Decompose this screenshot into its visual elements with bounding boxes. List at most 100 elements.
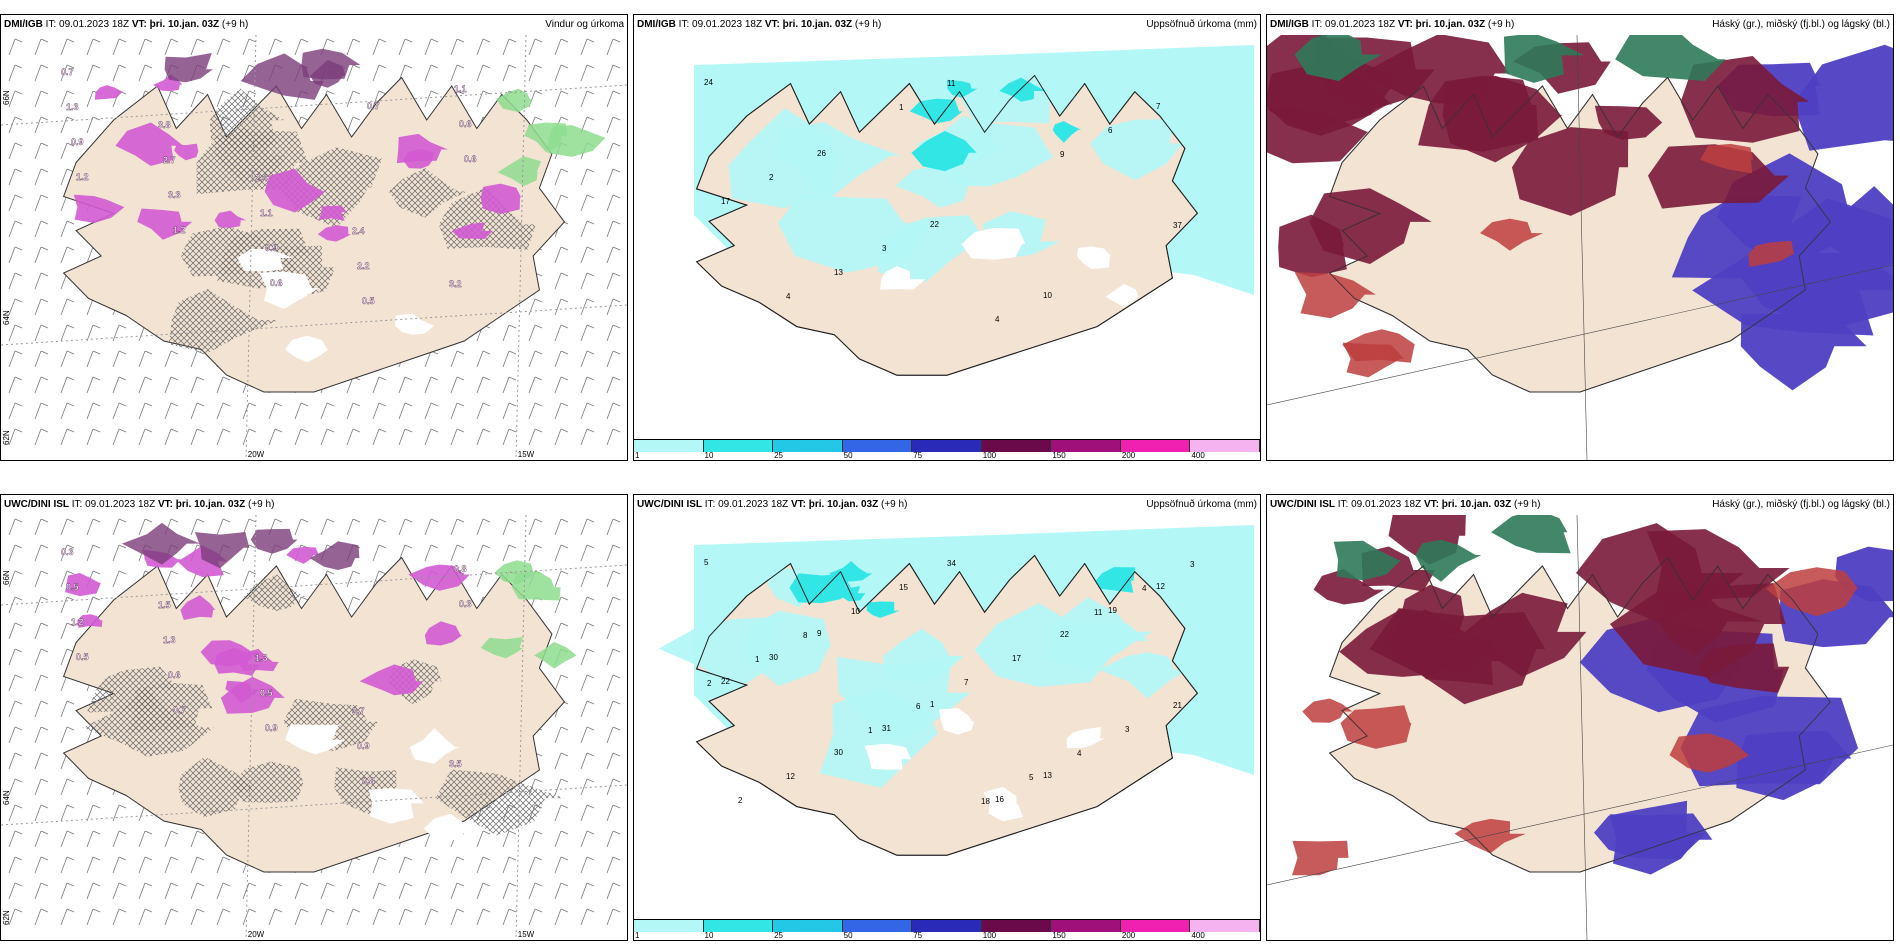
wind-barb xyxy=(34,648,49,666)
wind-barb xyxy=(8,752,23,770)
wind-barb xyxy=(372,908,387,926)
wind-barb xyxy=(268,882,283,900)
wind-barb xyxy=(476,856,491,874)
wind-barb xyxy=(372,402,387,420)
colorbar-segment xyxy=(1190,920,1260,932)
high-cloud-area xyxy=(1648,144,1790,209)
precip-value: 2.4 xyxy=(255,173,268,183)
wind-barb xyxy=(34,90,49,108)
panel-title: Háský (gr.), miðský (fj.bl.) og lágský (… xyxy=(1712,499,1890,510)
high-cloud-green-area xyxy=(1491,509,1571,554)
accum-value: 9 xyxy=(817,629,822,638)
wind-barb xyxy=(164,882,179,900)
wind-barb xyxy=(580,856,595,874)
high-cloud-area xyxy=(1267,63,1392,136)
wind-barb xyxy=(346,64,361,82)
accum-value: 30 xyxy=(769,653,778,662)
wind-barb xyxy=(606,908,621,926)
high-cloud-area xyxy=(1401,584,1465,640)
low-cloud-area xyxy=(1748,240,1795,267)
wind-barb xyxy=(450,882,465,900)
wind-barb xyxy=(606,622,621,640)
snow-hatch xyxy=(86,666,179,713)
low-cloud-area xyxy=(1480,218,1544,251)
wind-barb xyxy=(606,648,621,666)
wind-barb xyxy=(502,38,517,56)
snow-hatch xyxy=(178,756,256,818)
wind-barb xyxy=(34,908,49,926)
lon-label: 20W xyxy=(248,450,265,459)
wind-barb xyxy=(86,116,101,134)
accum-value: 17 xyxy=(721,197,730,206)
wind-barb xyxy=(112,402,127,420)
snow-precip-area xyxy=(65,573,101,597)
wind-barb xyxy=(502,882,517,900)
colorbar-segment xyxy=(634,440,704,452)
wind-barb xyxy=(528,350,543,368)
accum-value: 22 xyxy=(721,677,730,686)
model-source: DMI/IGB xyxy=(4,19,43,30)
wind-barb xyxy=(8,298,23,316)
wind-barb xyxy=(606,752,621,770)
wind-barb xyxy=(528,544,543,562)
wind-barb xyxy=(216,908,231,926)
colorbar-segment xyxy=(912,440,982,452)
heavy-precip-area xyxy=(240,53,324,100)
wind-barb xyxy=(8,856,23,874)
snow-precip-area xyxy=(220,676,285,714)
lat-label: 62N xyxy=(2,910,11,925)
precip-value: 0.3 xyxy=(61,547,74,557)
accum-value: 7 xyxy=(1156,102,1161,111)
wind-barb xyxy=(528,830,543,848)
wind-barb xyxy=(242,908,257,926)
wind-barb xyxy=(60,38,75,56)
wind-barb xyxy=(216,90,231,108)
colorbar-segment xyxy=(912,920,982,932)
precip-1mm-area xyxy=(773,122,902,203)
lat-label: 66N xyxy=(2,90,11,105)
accum-value: 2 xyxy=(738,796,743,805)
wind-barb xyxy=(424,428,439,446)
wind-barb xyxy=(8,648,23,666)
wind-barb xyxy=(502,402,517,420)
wind-barb xyxy=(34,64,49,82)
wind-barb xyxy=(450,350,465,368)
wind-barb xyxy=(242,428,257,446)
cloud-map-svg xyxy=(1267,15,1893,460)
precip-value: 3.8 xyxy=(158,120,171,130)
wind-barb xyxy=(216,38,231,56)
heavy-precip-area xyxy=(195,532,250,569)
accum-value: 4 xyxy=(786,292,791,301)
colorbar-tick-label: 10 xyxy=(704,451,714,460)
wind-barb xyxy=(606,428,621,446)
wind-barb xyxy=(112,38,127,56)
lead-time: (+9 h) xyxy=(1487,19,1515,30)
wind-barb xyxy=(34,324,49,342)
glacier-area xyxy=(938,708,975,735)
wind-barb xyxy=(502,428,517,446)
wind-barb xyxy=(606,90,621,108)
precip-1mm-area xyxy=(658,616,786,691)
wind-barb xyxy=(60,908,75,926)
wind-barb xyxy=(86,596,101,614)
wind-barb xyxy=(164,350,179,368)
cloud-map-svg xyxy=(1267,498,1893,940)
lead-time: (+9 h) xyxy=(854,19,882,30)
low-cloud-area xyxy=(1340,705,1412,749)
wind-barb xyxy=(138,518,153,536)
wind-barb xyxy=(268,402,283,420)
model-source: DMI/IGB xyxy=(637,19,676,30)
panel-header: UWC/DINI ISL IT: 09.01.2023 18Z VT: þri.… xyxy=(1267,495,1893,515)
wind-barb xyxy=(60,350,75,368)
accum-value: 2 xyxy=(707,679,712,688)
snow-hatch xyxy=(214,127,287,184)
precip-10mm-area xyxy=(1052,121,1082,143)
wind-barb xyxy=(8,570,23,588)
wind-barb xyxy=(450,908,465,926)
glacier-area xyxy=(864,743,911,770)
panel-title: Uppsöfnuð úrkoma (mm) xyxy=(1146,499,1257,510)
wind-barb xyxy=(34,570,49,588)
accum-value: 7 xyxy=(964,678,969,687)
wind-barb xyxy=(112,324,127,342)
wind-barb xyxy=(294,882,309,900)
